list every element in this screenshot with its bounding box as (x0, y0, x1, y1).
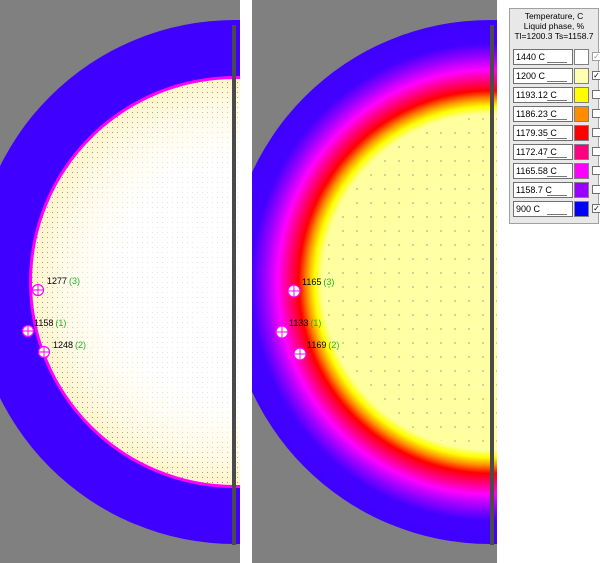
legend-item-1179: 1179.35 C (513, 125, 600, 143)
probe-index: (2) (328, 340, 340, 350)
probe-label-3: 1165 (3) (302, 277, 334, 287)
right-viewport[interactable]: 1165 (3) 1133 (1) 1169 (2) (252, 0, 497, 563)
legend-checkbox[interactable]: ✓ (592, 204, 600, 213)
probe-label-3: 1277 (3) (47, 276, 80, 286)
legend-value-field[interactable]: 1440 C (513, 49, 573, 65)
legend-value-field[interactable]: 1193.12 C (513, 87, 573, 103)
legend-value-field[interactable]: 1172.47 C (513, 144, 573, 160)
legend-value: 1440 C (516, 52, 546, 62)
left-temperature-field (0, 20, 240, 544)
color-swatch[interactable] (574, 163, 589, 179)
probe-value: 1158 (34, 318, 54, 328)
legend-value-field[interactable]: 1179.35 C (513, 125, 573, 141)
legend-value: 1179.35 C (516, 128, 557, 138)
legend-value: 1158.7 C (516, 185, 552, 195)
legend-title-line: Temperature, C (524, 11, 584, 21)
probe-label-2: 1169 (2) (307, 340, 339, 350)
legend-value: 1186.23 C (516, 109, 557, 119)
temperature-legend: Temperature, C Liquid phase, % Tl=1200.3… (509, 8, 600, 224)
color-swatch[interactable] (574, 68, 589, 84)
color-swatch[interactable] (574, 49, 589, 65)
legend-value-field[interactable]: 1200 C (513, 68, 573, 84)
probe-label-2: 1248 (2) (53, 340, 86, 350)
legend-checkbox[interactable] (592, 166, 600, 175)
color-swatch[interactable] (574, 182, 589, 198)
probe-label-1: 1133 (1) (289, 318, 321, 328)
legend-item-1158: 1158.7 C (513, 182, 600, 200)
color-swatch[interactable] (574, 201, 589, 217)
legend-checkbox[interactable] (592, 128, 600, 137)
legend-value-field[interactable]: 1158.7 C (513, 182, 573, 198)
legend-checkbox[interactable] (592, 185, 600, 194)
legend-checkbox[interactable] (592, 90, 600, 99)
legend-item-900: 900 C ✓ (513, 201, 600, 219)
legend-value-field[interactable]: 1165.58 C (513, 163, 573, 179)
probe-value: 1165 (302, 277, 322, 287)
legend-value-field[interactable]: 1186.23 C (513, 106, 573, 122)
probe-value: 1169 (307, 340, 327, 350)
color-swatch[interactable] (574, 125, 589, 141)
legend-item-1172: 1172.47 C (513, 144, 600, 162)
legend-title: Temperature, C Liquid phase, % Tl=1200.3… (510, 9, 598, 49)
probe-index: (1) (310, 318, 322, 328)
probe-label-1: 1158 (1) (34, 318, 66, 328)
probe-value: 1277 (47, 276, 68, 286)
legend-item-1200: 1200 C ✓ (513, 68, 600, 86)
legend-title-line: Tl=1200.3 Ts=1158.7 (514, 31, 594, 41)
legend-item-1165: 1165.58 C (513, 163, 600, 181)
legend-value: 1172.47 C (516, 147, 557, 157)
left-edge-line (232, 25, 236, 545)
color-swatch[interactable] (574, 87, 589, 103)
left-viewport[interactable]: 1277 (3) 1158 (1) 1248 (2) (0, 0, 240, 563)
legend-value: 1193.12 C (516, 90, 557, 100)
probe-index: (3) (69, 276, 81, 286)
legend-value: 1165.58 C (516, 166, 557, 176)
color-swatch[interactable] (574, 144, 589, 160)
probe-index: (3) (323, 277, 335, 287)
probe-value: 1133 (289, 318, 309, 328)
legend-title-line: Liquid phase, % (523, 21, 585, 31)
legend-item-1440: 1440 C ✓ (513, 49, 600, 67)
legend-value-field[interactable]: 900 C (513, 201, 573, 217)
legend-value: 1200 C (516, 71, 546, 81)
probe-index: (1) (55, 318, 67, 328)
legend-checkbox[interactable] (592, 109, 600, 118)
probe-index: (2) (75, 340, 87, 350)
right-edge-line (490, 25, 494, 545)
legend-item-1186: 1186.23 C (513, 106, 600, 124)
legend-checkbox[interactable]: ✓ (592, 71, 600, 80)
legend-item-1193: 1193.12 C (513, 87, 600, 105)
color-swatch[interactable] (574, 106, 589, 122)
legend-checkbox[interactable] (592, 147, 600, 156)
right-temperature-field (252, 20, 497, 544)
probe-value: 1248 (53, 340, 74, 350)
legend-value: 900 C (516, 204, 541, 214)
legend-checkbox[interactable]: ✓ (592, 52, 600, 61)
